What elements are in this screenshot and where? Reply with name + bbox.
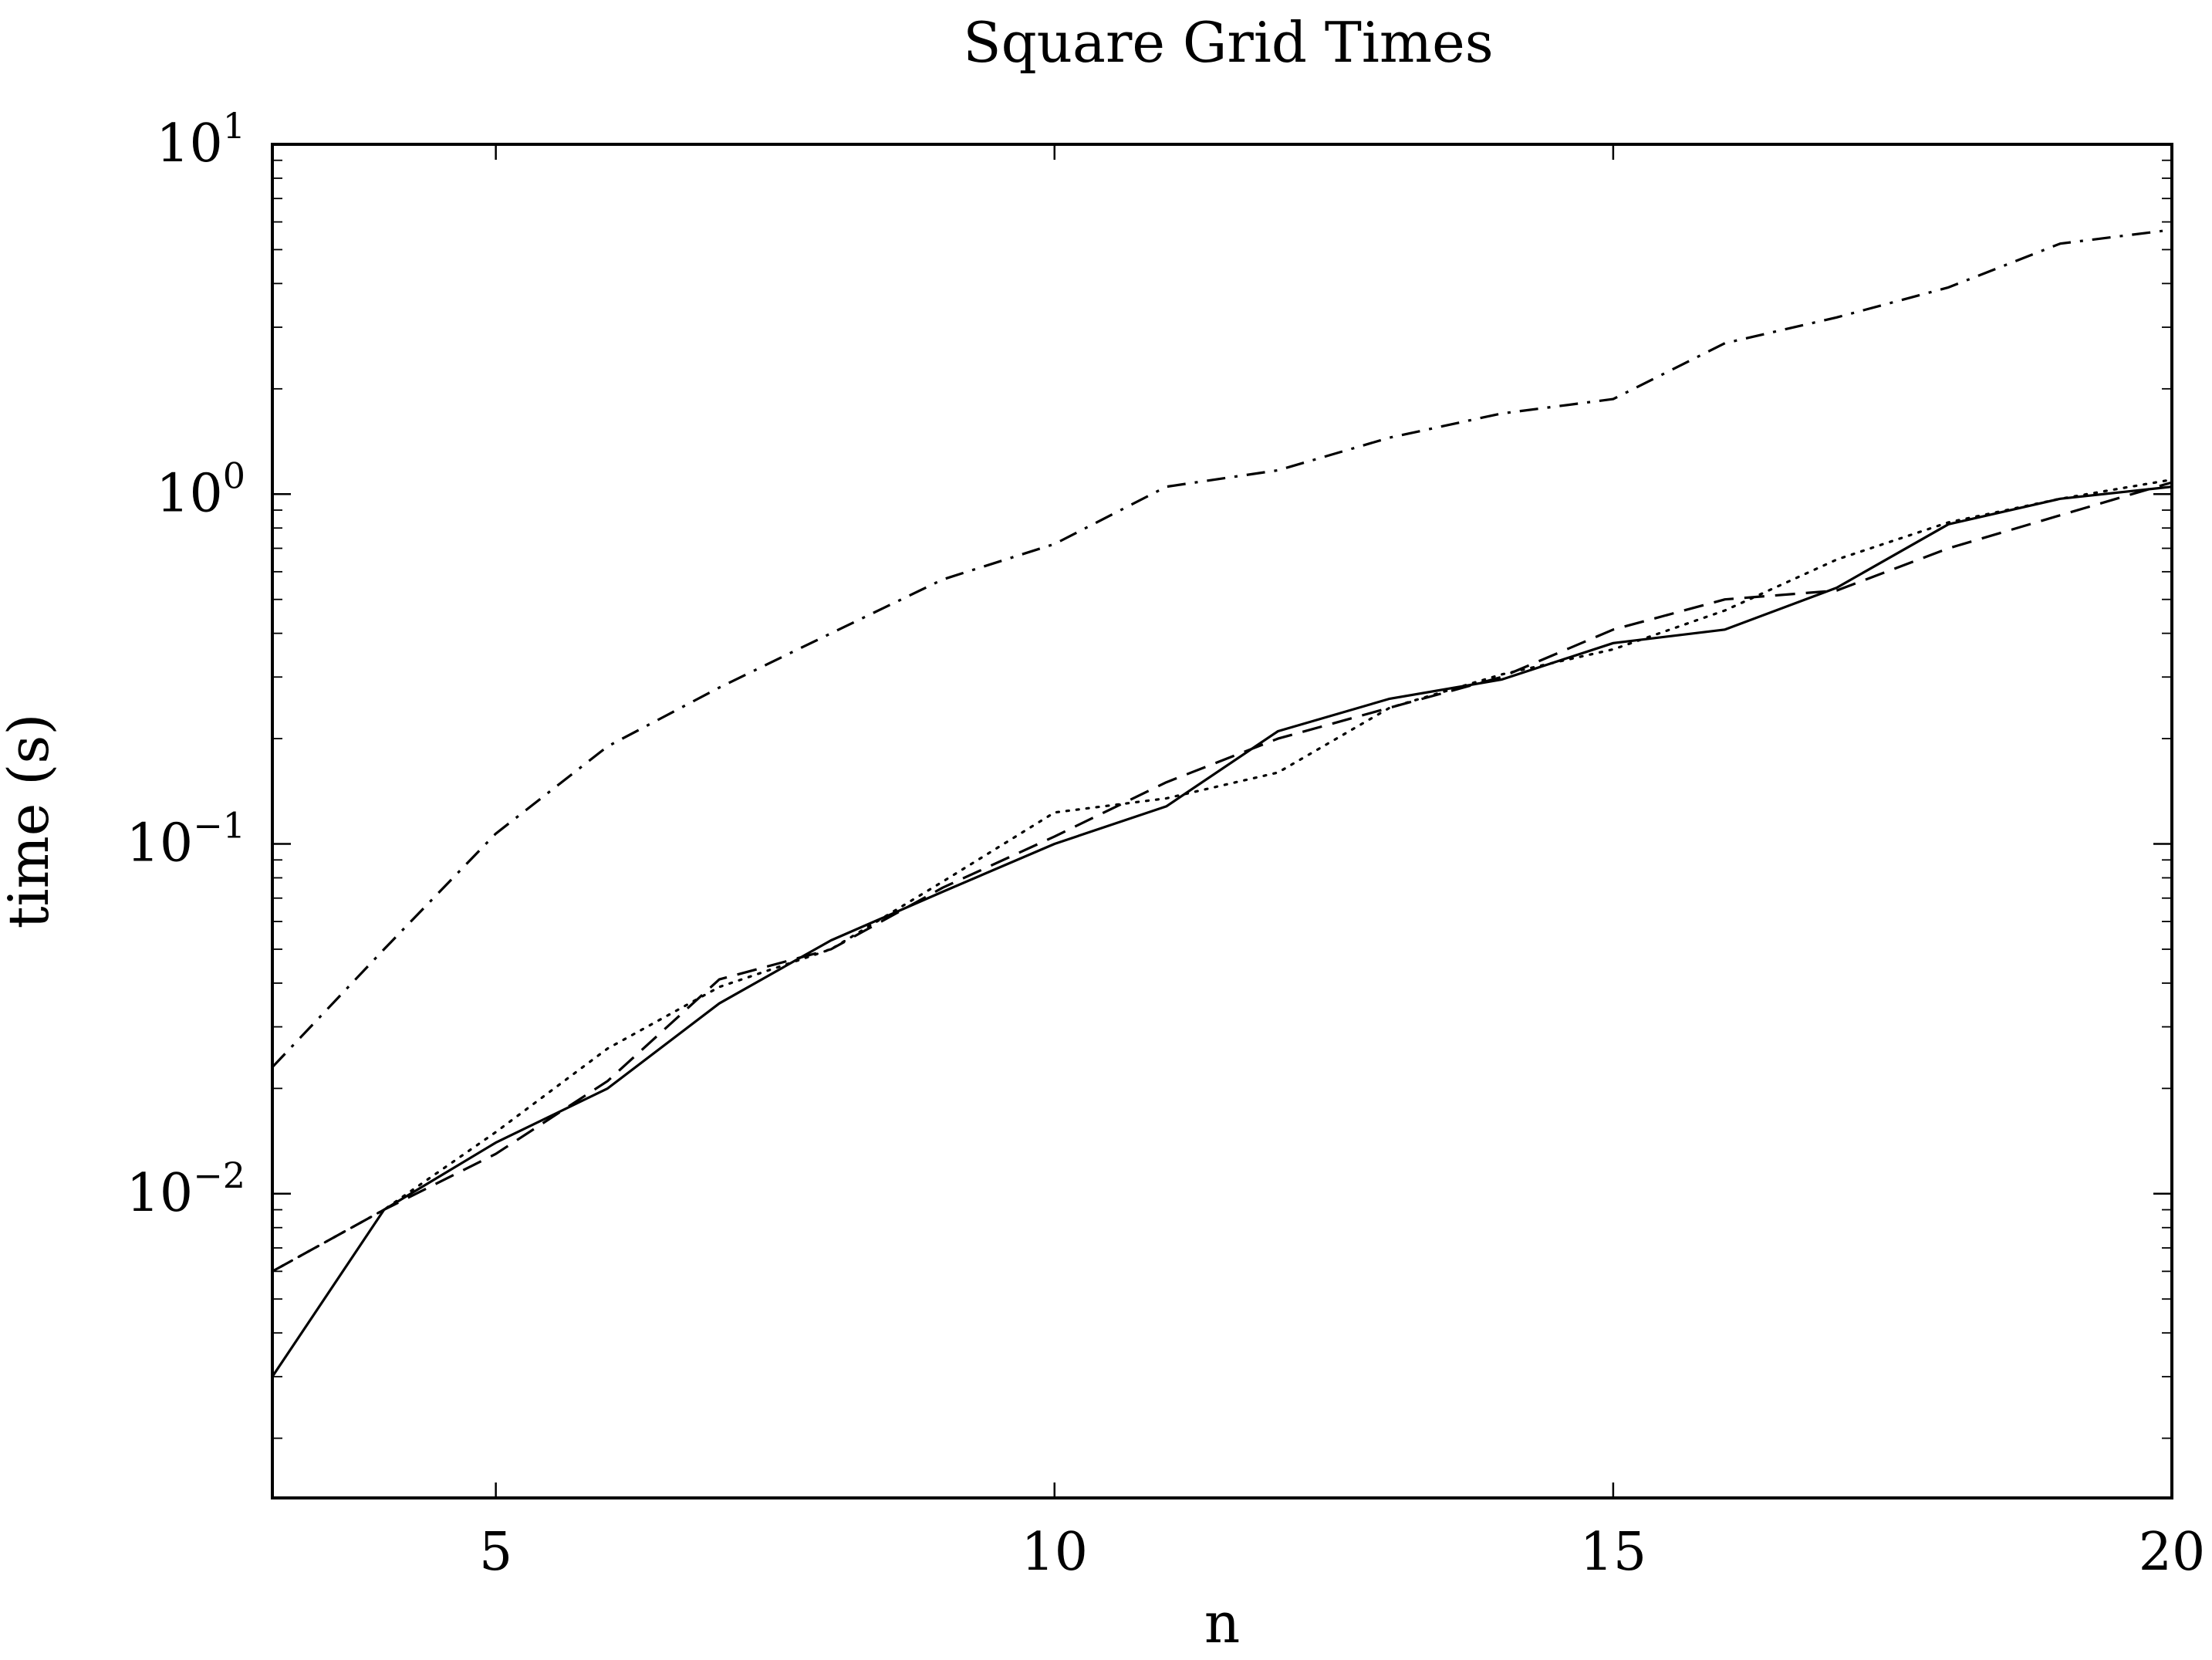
y-tick-label: 10−1 (127, 805, 245, 874)
series-line-dashdot (271, 228, 2173, 1068)
series-line-dashed (272, 481, 2173, 1273)
x-tick-label: 20 (2139, 1522, 2206, 1583)
x-tick-label: 10 (1021, 1522, 1088, 1583)
ticks-layer: 5 10 15 20 10−2 10−1 100 101 (127, 105, 2206, 1583)
y-tick-label: 101 (156, 105, 245, 174)
x-tick-label: 15 (1580, 1522, 1647, 1583)
y-tick-label: 10−2 (127, 1155, 245, 1224)
series-line-solid (271, 485, 2173, 1378)
x-tick-label: 5 (479, 1522, 512, 1583)
series-layer (271, 228, 2173, 1378)
x-axis-label: n (1204, 1591, 1240, 1655)
y-axis-label: time (s) (0, 714, 61, 929)
chart-title: Square Grid Times (963, 10, 1493, 75)
plot-frame (271, 143, 2173, 1499)
y-tick-label: 100 (156, 455, 245, 524)
series-line-dotted (271, 478, 2173, 1273)
